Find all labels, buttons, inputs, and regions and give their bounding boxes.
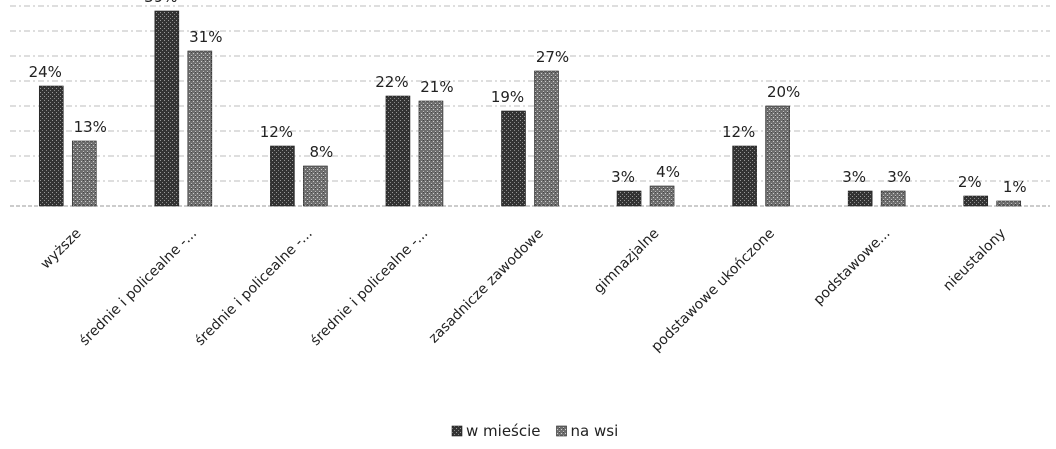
category-label: średnie i policealne -... bbox=[77, 226, 201, 350]
data-label: 12% bbox=[722, 123, 755, 141]
legend-label-na-wsi: na wsi bbox=[571, 422, 619, 440]
category-label: nieustalony bbox=[940, 226, 1009, 295]
data-label: 8% bbox=[309, 143, 333, 161]
data-label: 39% bbox=[144, 0, 177, 6]
data-label: 3% bbox=[611, 168, 635, 186]
category-label: średnie i policealne -... bbox=[308, 226, 432, 350]
bar-na-wsi bbox=[534, 70, 559, 207]
data-label: 27% bbox=[536, 48, 569, 66]
bar-na-wsi bbox=[765, 105, 790, 207]
bar-w-miescie bbox=[385, 95, 411, 207]
data-label: 3% bbox=[887, 168, 911, 186]
bar-na-wsi bbox=[71, 140, 97, 207]
data-label: 13% bbox=[74, 118, 107, 136]
bar-na-wsi bbox=[880, 190, 906, 207]
data-label: 21% bbox=[420, 78, 453, 96]
bar-w-miescie bbox=[732, 145, 757, 207]
bar-w-miescie bbox=[38, 85, 64, 207]
legend-swatch-na-wsi bbox=[556, 425, 567, 437]
category-label: zasadnicze zawodowe bbox=[426, 226, 547, 347]
bar-w-miescie bbox=[847, 190, 873, 207]
legend-label-w-miescie: w mieście bbox=[466, 422, 541, 440]
bar-w-miescie bbox=[616, 190, 642, 207]
bar-na-wsi bbox=[996, 200, 1022, 207]
gridlines bbox=[10, 5, 1050, 207]
bar-w-miescie bbox=[501, 110, 526, 207]
bar-na-wsi bbox=[649, 185, 675, 207]
data-label: 24% bbox=[29, 63, 62, 81]
bar-w-miescie bbox=[154, 10, 180, 207]
bar-na-wsi bbox=[187, 50, 213, 207]
data-label: 31% bbox=[189, 28, 222, 46]
bar-na-wsi bbox=[418, 100, 444, 207]
data-label: 3% bbox=[842, 168, 866, 186]
category-label: wyższe bbox=[38, 226, 85, 273]
category-label: podstawowe ukończone bbox=[648, 226, 778, 356]
legend: w mieście na wsi bbox=[451, 422, 619, 440]
bars bbox=[38, 10, 1022, 207]
data-label: 2% bbox=[958, 173, 982, 191]
data-label: 4% bbox=[656, 163, 680, 181]
data-label: 22% bbox=[375, 73, 408, 91]
bar-na-wsi bbox=[303, 165, 328, 207]
data-label: 1% bbox=[1003, 178, 1027, 196]
data-label: 20% bbox=[767, 83, 800, 101]
data-labels: 24% 13% 39% 31% 12% 8% 22% 21% 19% 27% 3% 4% 12% 20% 3… bbox=[29, 0, 1027, 196]
legend-swatch-w-miescie bbox=[451, 425, 463, 437]
bar-w-miescie bbox=[963, 195, 989, 207]
category-label: gimnazjalne bbox=[591, 226, 662, 297]
data-label: 19% bbox=[491, 88, 524, 106]
bar-w-miescie bbox=[270, 145, 295, 207]
data-label: 12% bbox=[260, 123, 293, 141]
category-label: średnie i policealne -... bbox=[192, 226, 316, 350]
category-label: podstawowe... bbox=[811, 226, 894, 309]
